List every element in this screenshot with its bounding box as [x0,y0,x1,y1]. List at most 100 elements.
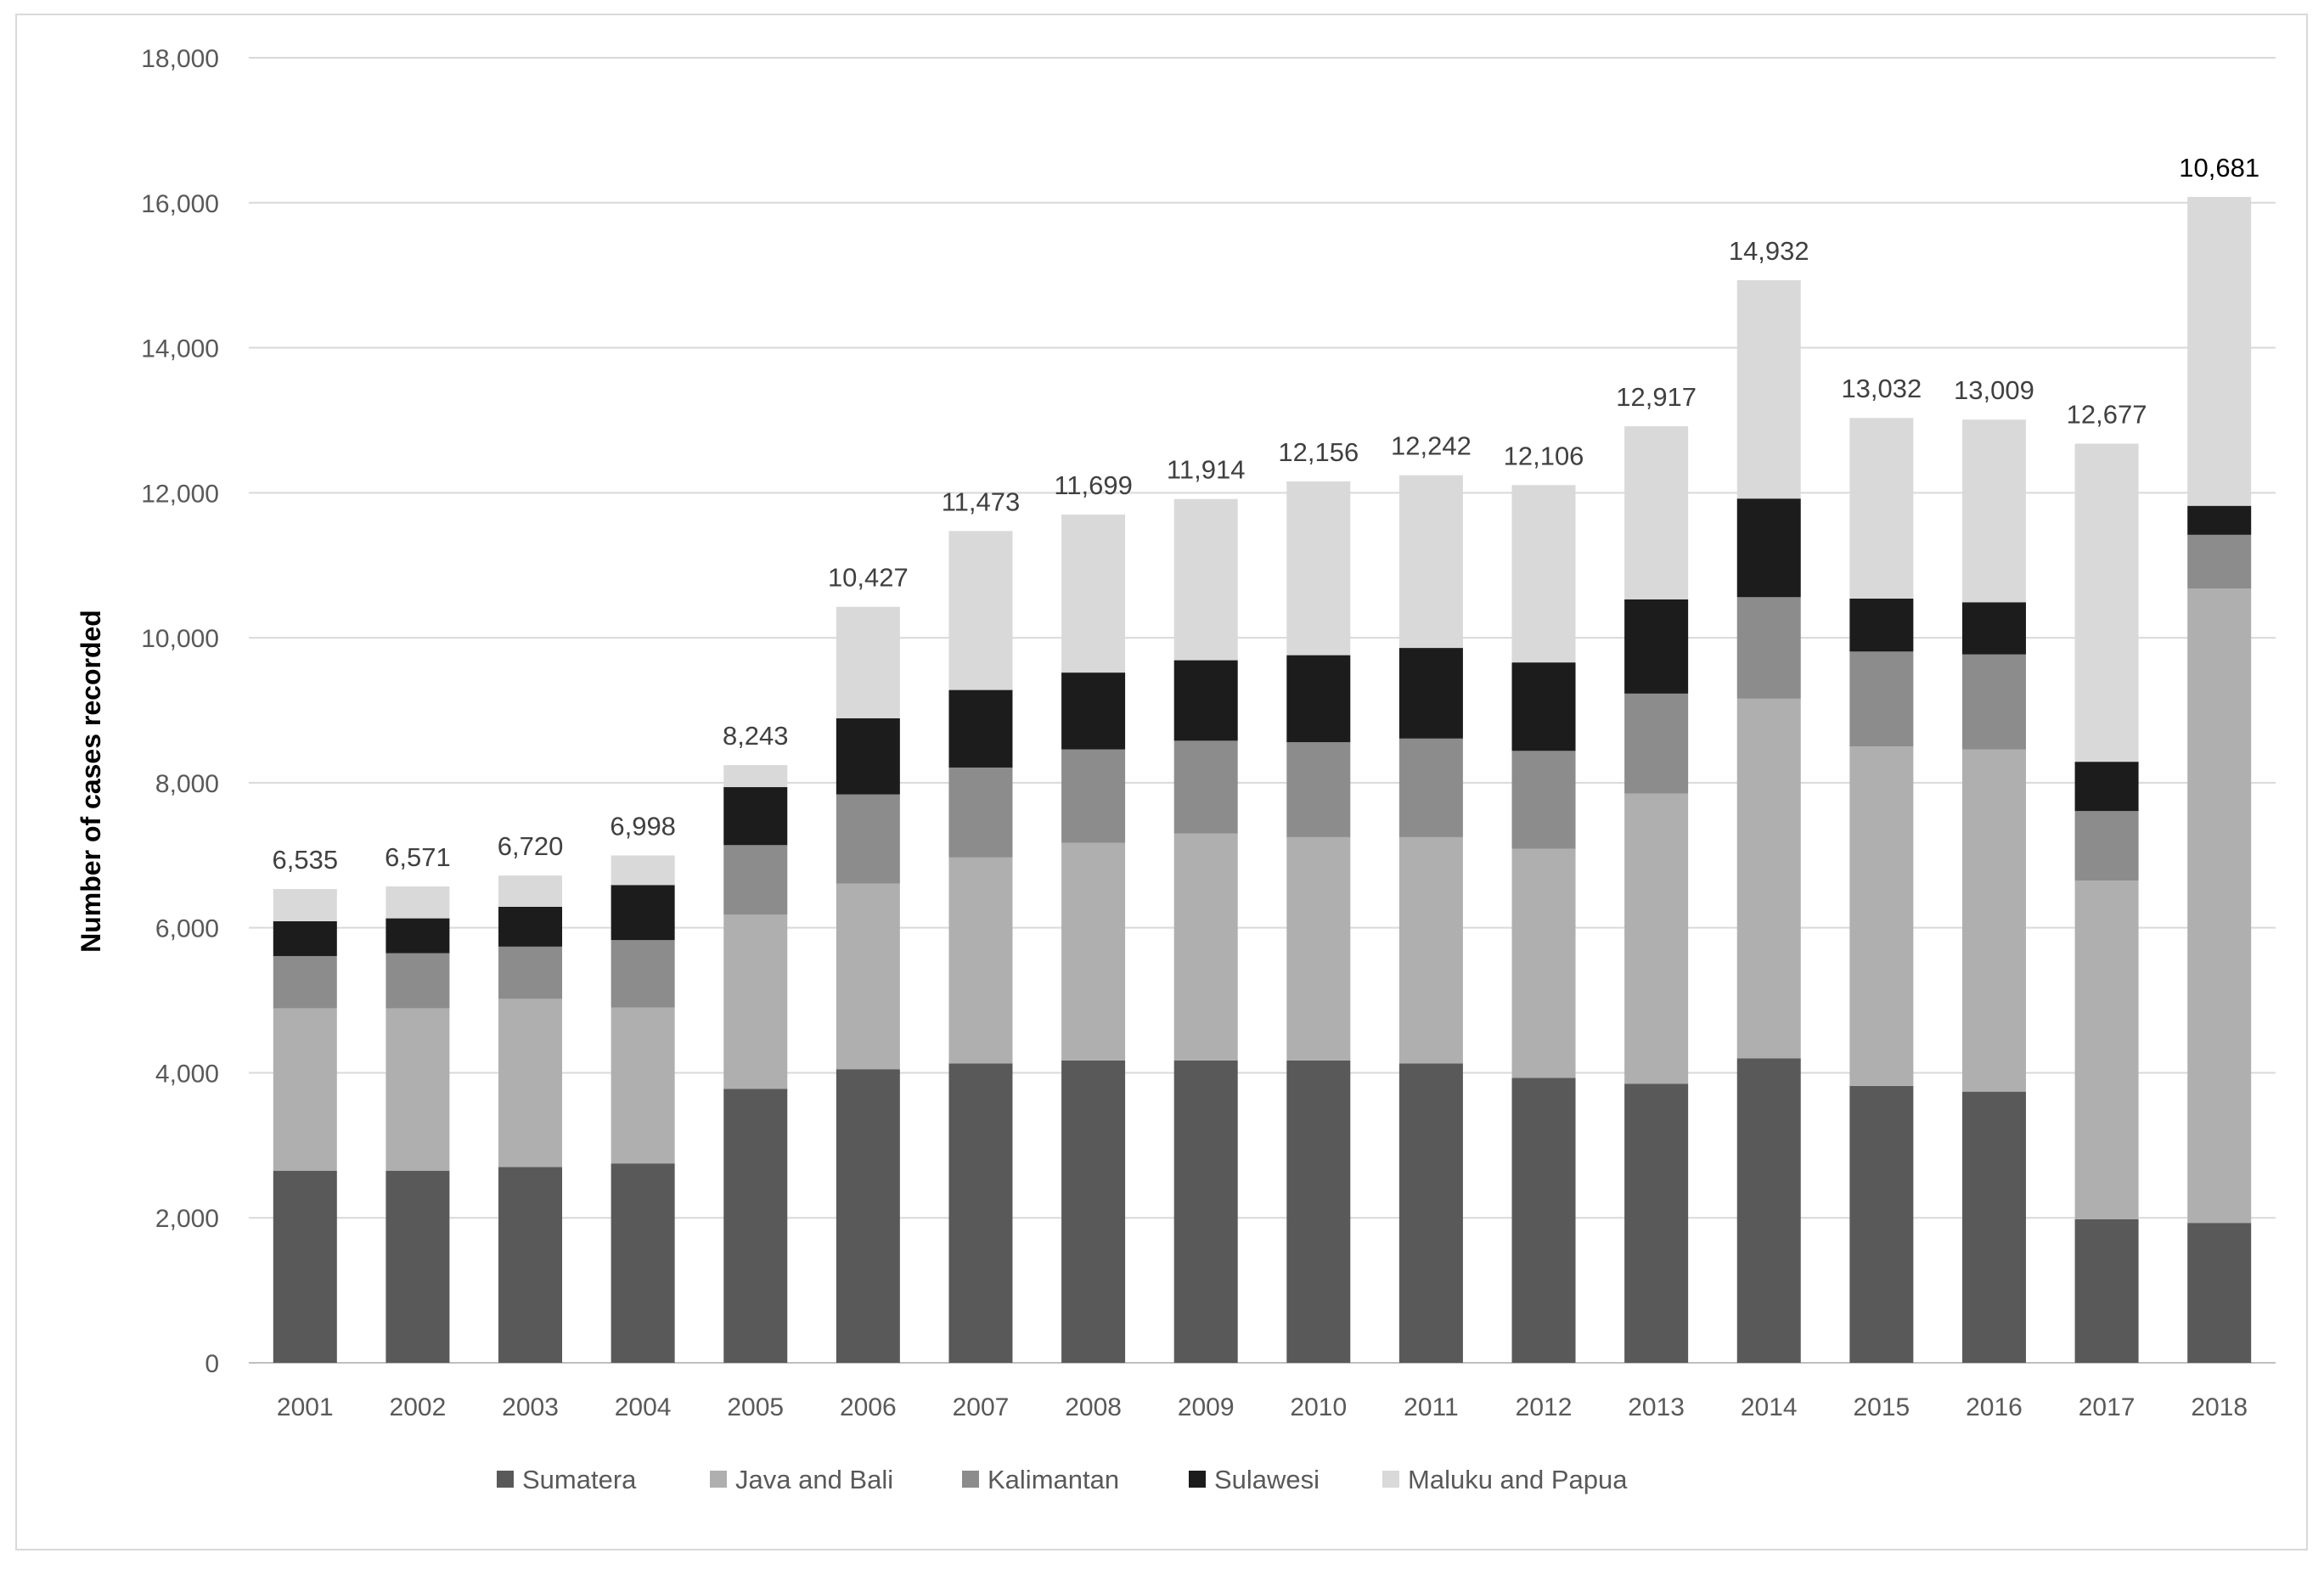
bar-segment-sumatera [2074,1218,2139,1363]
bar-segment-sumatera [1849,1085,1914,1363]
bar-segment-java-and-bali [948,857,1013,1064]
data-label: 12,677 [2067,400,2147,430]
bar-segment-maluku-and-papua [1849,418,1914,599]
bar-segment-sumatera [1286,1060,1351,1363]
bar-segment-kalimantan [1511,751,1576,849]
bar-segment-kalimantan [1286,742,1351,837]
bar-segment-sulawesi [1061,672,1126,750]
bar-segment-maluku-and-papua [1061,515,1126,673]
gridlines [249,57,2276,1364]
bar-segment-maluku-and-papua [723,765,788,788]
data-label: 11,699 [1054,470,1133,500]
bar-segment-java-and-bali [611,1007,675,1164]
y-tick-label: 12,000 [141,480,219,508]
bar-segment-sulawesi [1173,660,1238,741]
bar-segment-java-and-bali [1511,848,1576,1078]
bar-segment-sumatera [385,1170,450,1363]
bar-segment-maluku-and-papua [1398,475,1463,649]
bar-segment-maluku-and-papua [2187,196,2252,506]
y-tick-label: 4,000 [155,1060,219,1088]
bar-segment-java-and-bali [1624,793,1689,1084]
bar-segment-kalimantan [611,940,675,1008]
bar-segment-java-and-bali [1736,698,1801,1059]
x-tick-label: 2002 [390,1393,447,1421]
bar-segment-kalimantan [1849,651,1914,747]
bar-segment-kalimantan [498,946,563,999]
x-tick-label: 2008 [1065,1393,1122,1421]
data-label: 10,681 [2179,153,2259,183]
legend-label: Java and Bali [735,1465,893,1494]
legend-swatch [710,1471,727,1488]
x-tick-label: 2004 [615,1393,672,1421]
bar-segment-kalimantan [1961,654,2026,750]
bar-segment-sumatera [1961,1091,2026,1363]
bar-segment-maluku-and-papua [385,886,450,919]
bar-segment-sumatera [273,1170,337,1363]
x-tick-label: 2018 [2191,1393,2248,1421]
bar-segment-sulawesi [1398,648,1463,739]
bar-segment-kalimantan [948,767,1013,858]
y-tick-label: 18,000 [141,45,219,73]
legend-label: Kalimantan [988,1465,1119,1494]
bar-segment-sulawesi [1624,599,1689,694]
bar-segment-kalimantan [2074,811,2139,881]
x-tick-label: 2013 [1628,1393,1685,1421]
bar-segment-sulawesi [1286,655,1351,743]
bar-segment-sulawesi [1961,602,2026,655]
x-tick-label: 2010 [1290,1393,1347,1421]
bar-segment-sulawesi [2187,505,2252,535]
bar-segment-sumatera [1061,1060,1126,1363]
bar-segment-sulawesi [1849,599,1914,652]
bar-segment-java-and-bali [1286,836,1351,1061]
data-label: 12,242 [1391,431,1471,461]
bar-segment-java-and-bali [273,1008,337,1171]
bar-segment-sulawesi [498,906,563,947]
bar-segment-maluku-and-papua [836,606,900,718]
data-label: 8,243 [723,721,789,751]
y-tick-label: 14,000 [141,335,219,363]
bar-segment-kalimantan [1173,740,1238,834]
bar-segment-maluku-and-papua [1286,481,1351,656]
bar-segment-maluku-and-papua [1624,426,1689,599]
x-tick-label: 2017 [2079,1393,2135,1421]
bar-segment-sulawesi [1736,498,1801,598]
bar-segment-sulawesi [948,689,1013,768]
x-tick-label: 2007 [953,1393,1010,1421]
x-axis-ticks: 2001 2002 2003 2004 2005 2006 2007 2008 2009 2010… [277,1393,2248,1421]
data-label: 12,106 [1504,441,1584,470]
x-tick-label: 2012 [1516,1393,1573,1421]
y-tick-label: 16,000 [141,190,219,218]
bar-segment-sulawesi [723,787,788,846]
x-tick-label: 2001 [277,1393,334,1421]
data-label: 13,032 [1841,374,1922,403]
bar-segment-sumatera [1736,1058,1801,1363]
legend-label: Sumatera [522,1465,637,1494]
bar-segment-java-and-bali [385,1008,450,1171]
y-axis-ticks: 0 2,000 4,000 6,000 8,000 10,000 12,000 14,000 1… [141,45,219,1378]
bar-segment-sulawesi [611,885,675,941]
bar-segment-sumatera [836,1069,900,1363]
data-label: 14,932 [1729,236,1809,266]
legend-swatch [497,1471,514,1488]
data-label: 11,914 [1167,455,1246,485]
data-label: 13,009 [1954,375,2034,405]
bar-segment-kalimantan [1061,749,1126,843]
data-label: 6,571 [385,842,451,872]
bar-segment-kalimantan [1398,738,1463,837]
data-label: 12,156 [1278,437,1359,467]
bar-segment-sumatera [2187,1223,2252,1363]
bar-segment-maluku-and-papua [611,855,675,886]
bar-segment-maluku-and-papua [948,531,1013,690]
bar-segment-kalimantan [1624,693,1689,794]
y-tick-label: 0 [205,1350,219,1378]
bar-segment-maluku-and-papua [1961,419,2026,603]
bar-segment-maluku-and-papua [1511,485,1576,663]
bar-segment-java-and-bali [1849,746,1914,1086]
data-label: 6,535 [273,845,339,875]
data-label: 6,720 [498,831,564,861]
data-label: 6,998 [610,811,676,841]
x-tick-label: 2003 [502,1393,559,1421]
bar-segment-maluku-and-papua [2074,443,2139,762]
legend-label: Sulawesi [1214,1465,1320,1494]
